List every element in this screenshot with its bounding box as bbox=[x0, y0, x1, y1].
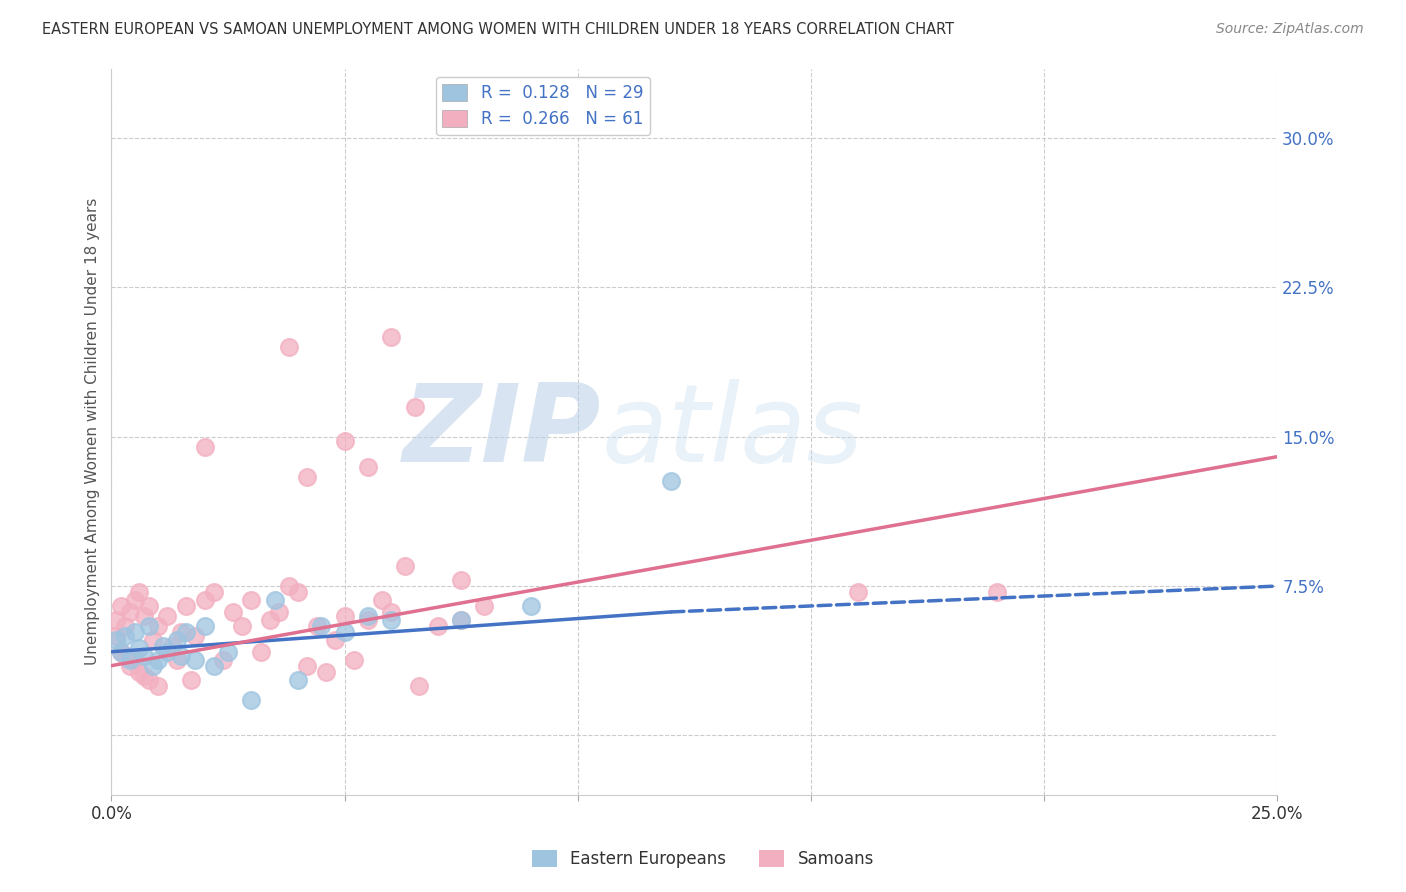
Point bbox=[124, 593, 146, 607]
Point bbox=[240, 593, 263, 607]
Legend: Eastern Europeans, Samoans: Eastern Europeans, Samoans bbox=[526, 843, 880, 875]
Point bbox=[105, 629, 128, 643]
Point bbox=[408, 679, 430, 693]
Text: atlas: atlas bbox=[602, 379, 863, 484]
Point bbox=[110, 599, 132, 613]
Legend: R =  0.128   N = 29, R =  0.266   N = 61: R = 0.128 N = 29, R = 0.266 N = 61 bbox=[436, 77, 650, 135]
Point bbox=[132, 668, 155, 682]
Point bbox=[357, 613, 380, 627]
Point bbox=[249, 645, 271, 659]
Point bbox=[124, 653, 146, 667]
Text: ZIP: ZIP bbox=[402, 379, 602, 484]
Point bbox=[166, 653, 188, 667]
Point bbox=[138, 599, 160, 613]
Point bbox=[120, 605, 142, 619]
Point bbox=[184, 653, 207, 667]
Point bbox=[142, 632, 165, 647]
Point bbox=[138, 619, 160, 633]
Point bbox=[287, 585, 309, 599]
Point bbox=[110, 645, 132, 659]
Point bbox=[323, 632, 346, 647]
Point bbox=[450, 613, 472, 627]
Point bbox=[105, 632, 128, 647]
Point bbox=[221, 605, 243, 619]
Point bbox=[357, 459, 380, 474]
Point bbox=[231, 619, 253, 633]
Point bbox=[450, 573, 472, 587]
Point bbox=[124, 624, 146, 639]
Point bbox=[333, 608, 356, 623]
Point bbox=[474, 599, 496, 613]
Point bbox=[114, 619, 136, 633]
Point bbox=[343, 653, 366, 667]
Point bbox=[315, 665, 337, 679]
Point bbox=[156, 645, 179, 659]
Point bbox=[380, 330, 402, 344]
Point bbox=[128, 665, 150, 679]
Point bbox=[166, 632, 188, 647]
Point bbox=[146, 619, 169, 633]
Point bbox=[160, 639, 183, 653]
Point bbox=[287, 673, 309, 687]
Point bbox=[240, 692, 263, 706]
Point bbox=[269, 605, 291, 619]
Point bbox=[194, 619, 217, 633]
Point bbox=[986, 585, 1008, 599]
Point bbox=[146, 679, 169, 693]
Text: Source: ZipAtlas.com: Source: ZipAtlas.com bbox=[1216, 22, 1364, 37]
Point bbox=[142, 658, 165, 673]
Point bbox=[194, 593, 217, 607]
Point bbox=[184, 629, 207, 643]
Point bbox=[426, 619, 449, 633]
Point bbox=[138, 673, 160, 687]
Point bbox=[132, 648, 155, 663]
Point bbox=[114, 648, 136, 663]
Point bbox=[380, 605, 402, 619]
Point bbox=[333, 624, 356, 639]
Point bbox=[659, 474, 682, 488]
Point bbox=[114, 629, 136, 643]
Point bbox=[170, 648, 193, 663]
Point bbox=[357, 608, 380, 623]
Point bbox=[520, 599, 543, 613]
Point bbox=[380, 613, 402, 627]
Point bbox=[120, 653, 142, 667]
Point bbox=[277, 579, 299, 593]
Point bbox=[170, 624, 193, 639]
Point bbox=[217, 645, 239, 659]
Point bbox=[263, 593, 285, 607]
Point bbox=[146, 653, 169, 667]
Point bbox=[194, 440, 217, 454]
Text: EASTERN EUROPEAN VS SAMOAN UNEMPLOYMENT AMONG WOMEN WITH CHILDREN UNDER 18 YEARS: EASTERN EUROPEAN VS SAMOAN UNEMPLOYMENT … bbox=[42, 22, 955, 37]
Point bbox=[174, 624, 197, 639]
Point bbox=[450, 613, 472, 627]
Point bbox=[309, 619, 332, 633]
Point bbox=[371, 593, 394, 607]
Point bbox=[394, 559, 416, 574]
Point bbox=[404, 400, 426, 414]
Point bbox=[212, 653, 235, 667]
Point bbox=[305, 619, 328, 633]
Point bbox=[128, 585, 150, 599]
Y-axis label: Unemployment Among Women with Children Under 18 years: Unemployment Among Women with Children U… bbox=[86, 198, 100, 665]
Point bbox=[202, 585, 225, 599]
Point bbox=[110, 645, 132, 659]
Point bbox=[202, 658, 225, 673]
Point bbox=[259, 613, 281, 627]
Point bbox=[156, 608, 179, 623]
Point bbox=[180, 673, 202, 687]
Point bbox=[333, 434, 356, 448]
Point bbox=[120, 658, 142, 673]
Point bbox=[297, 469, 319, 483]
Point bbox=[174, 599, 197, 613]
Point bbox=[152, 639, 174, 653]
Point bbox=[846, 585, 869, 599]
Point bbox=[132, 608, 155, 623]
Point bbox=[277, 340, 299, 354]
Point bbox=[128, 640, 150, 655]
Point bbox=[297, 658, 319, 673]
Point bbox=[105, 613, 128, 627]
